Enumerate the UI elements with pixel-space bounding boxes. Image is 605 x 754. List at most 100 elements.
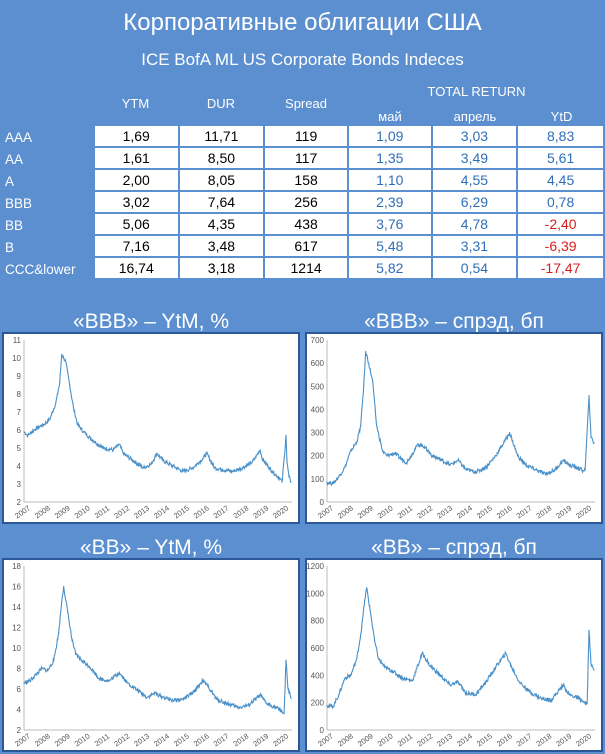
x-tick-label: 2016 — [192, 503, 211, 520]
data-point — [58, 632, 60, 634]
chart-panel-bb-ytm: 2 4 6 8 10 12 14 16 18 2007 2008 2009 2010 2011 2012 20… — [2, 558, 300, 752]
data-point — [593, 442, 595, 444]
data-point — [65, 361, 67, 363]
data-point — [326, 704, 328, 706]
data-point — [259, 449, 261, 451]
data-point — [287, 688, 289, 690]
x-tick-label: 2017 — [212, 503, 231, 520]
data-point — [554, 469, 556, 471]
data-point — [562, 684, 564, 686]
data-point — [457, 681, 459, 683]
data-point — [142, 467, 144, 469]
data-point — [475, 471, 477, 473]
data-point — [63, 585, 65, 588]
data-point — [495, 455, 497, 457]
cell-may: 1,10 — [348, 170, 433, 192]
data-point — [365, 350, 367, 353]
data-point — [261, 458, 263, 460]
x-tick-label: 2016 — [192, 731, 211, 748]
y-tick-label: 10 — [12, 644, 21, 653]
y-tick-label: 2 — [17, 498, 22, 507]
cell-dur: 4,35 — [179, 214, 266, 236]
x-tick-label: 2011 — [396, 732, 414, 749]
data-point — [192, 467, 194, 469]
series-line — [326, 587, 595, 709]
y-tick-label: 600 — [311, 359, 325, 368]
table-subtitle: ICE BofA ML US Corporate Bonds Indeces — [141, 50, 464, 69]
y-tick-label: 2 — [17, 726, 22, 735]
data-point — [350, 674, 352, 676]
data-point — [271, 470, 273, 472]
data-point — [505, 652, 507, 655]
x-tick-label: 2014 — [455, 731, 474, 748]
data-point — [150, 463, 152, 465]
x-tick-label: 2014 — [152, 503, 171, 520]
cell-may: 5,48 — [348, 236, 433, 258]
data-point — [172, 699, 174, 701]
x-tick-label: 2014 — [455, 503, 474, 520]
data-point — [475, 693, 477, 696]
data-point — [33, 429, 35, 431]
row-label: CCC&lower — [0, 258, 95, 280]
x-tick-label: 2019 — [251, 503, 270, 520]
data-point — [39, 425, 41, 427]
data-point — [385, 455, 388, 457]
data-point — [280, 709, 282, 712]
data-point — [80, 659, 83, 661]
x-tick-label: 2012 — [112, 503, 131, 520]
x-tick-label: 2010 — [73, 503, 92, 520]
cell-ytd: 4,45 — [518, 170, 605, 192]
y-tick-label: 1000 — [307, 589, 325, 598]
header-may: май — [378, 109, 402, 124]
data-point — [53, 659, 55, 661]
data-point — [361, 626, 363, 629]
data-point — [429, 665, 431, 667]
data-point — [154, 692, 156, 694]
x-tick-label: 2015 — [172, 503, 191, 520]
cell-ytm: 16,74 — [94, 258, 180, 280]
chart-title-bbb-ytm: «BBB» – YtM, % — [72, 310, 230, 333]
data-point — [376, 425, 378, 427]
cell-dur: 8,50 — [179, 148, 266, 170]
data-point — [393, 452, 396, 454]
data-point — [43, 424, 45, 426]
y-tick-label: 600 — [311, 644, 325, 653]
y-tick-label: 800 — [311, 617, 325, 626]
data-point — [71, 637, 73, 639]
data-point — [251, 461, 253, 463]
data-point — [356, 441, 358, 443]
chart-panel-bbb-spread: 0 100 200 300 400 500 600 700 2007 2008 2009 2010 20… — [305, 332, 603, 524]
x-tick-label: 2019 — [251, 731, 270, 748]
y-tick-label: 200 — [311, 699, 325, 708]
data-point — [578, 697, 580, 700]
data-point — [73, 407, 75, 409]
y-tick-label: 300 — [311, 429, 325, 438]
data-point — [27, 434, 29, 436]
data-point — [247, 704, 249, 706]
row-label: AAA — [0, 126, 95, 148]
data-point — [423, 445, 425, 448]
data-point — [49, 418, 51, 420]
x-tick-label: 2008 — [336, 503, 355, 520]
chart-panel-bbb-ytm: 2 3 4 5 6 7 8 9 10 11 2007 2008 2009 2010 2011 2012 2013… — [2, 332, 300, 524]
data-point — [61, 601, 63, 603]
y-tick-label: 0 — [320, 726, 325, 735]
y-tick-label: 100 — [311, 475, 325, 484]
x-tick-label: 2019 — [554, 503, 573, 520]
table-row: B 7,16 3,48 617 5,48 3,31 -6,39 — [0, 236, 605, 258]
series-line — [23, 354, 292, 483]
data-point — [63, 357, 65, 359]
row-label: BB — [0, 214, 95, 236]
y-tick-label: 14 — [12, 603, 21, 612]
y-tick-label: 400 — [311, 405, 325, 414]
x-tick-label: 2020 — [271, 731, 290, 748]
data-point — [136, 689, 138, 691]
cell-ytm: 2,00 — [94, 170, 180, 192]
y-tick-label: 7 — [17, 408, 22, 417]
data-point — [364, 599, 366, 601]
y-tick-label: 8 — [17, 665, 22, 674]
data-point — [192, 692, 194, 694]
cell-dur: 3,48 — [179, 236, 266, 258]
cell-spread: 617 — [265, 236, 349, 258]
